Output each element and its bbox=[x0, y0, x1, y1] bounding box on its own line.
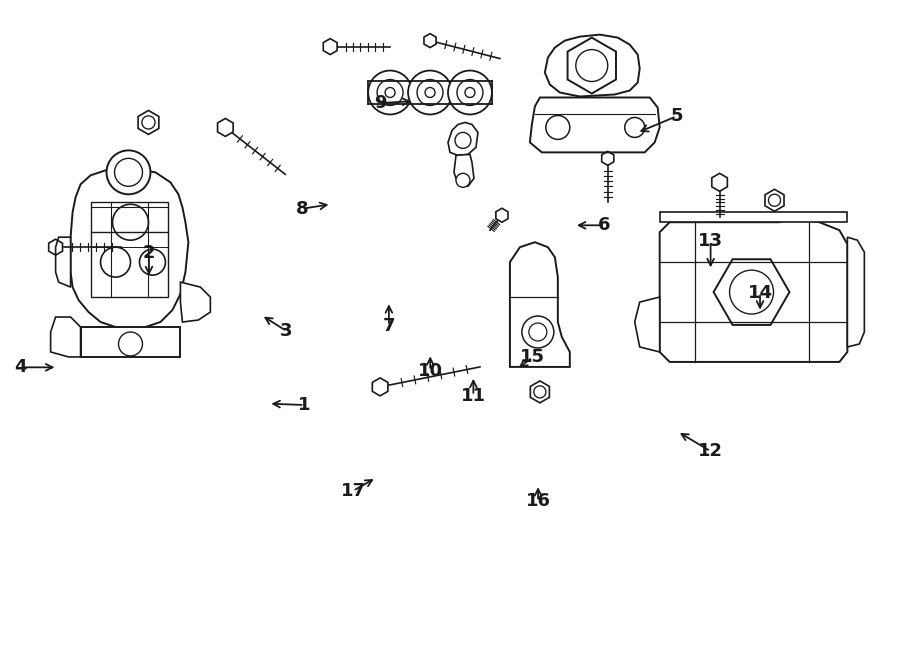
Circle shape bbox=[408, 71, 452, 115]
Polygon shape bbox=[544, 34, 640, 97]
Polygon shape bbox=[660, 217, 848, 362]
Polygon shape bbox=[568, 38, 616, 93]
Text: 8: 8 bbox=[295, 200, 308, 218]
Polygon shape bbox=[70, 168, 188, 329]
Circle shape bbox=[455, 132, 471, 148]
Circle shape bbox=[448, 71, 492, 115]
Text: 16: 16 bbox=[526, 493, 551, 510]
Text: 1: 1 bbox=[298, 396, 310, 414]
Polygon shape bbox=[454, 154, 474, 186]
Circle shape bbox=[140, 249, 166, 275]
Polygon shape bbox=[634, 297, 660, 352]
Text: 4: 4 bbox=[14, 358, 27, 376]
Circle shape bbox=[101, 247, 130, 277]
Text: 5: 5 bbox=[670, 107, 683, 125]
Text: 13: 13 bbox=[698, 232, 723, 250]
Text: 9: 9 bbox=[374, 94, 386, 112]
Text: 14: 14 bbox=[748, 284, 772, 302]
Polygon shape bbox=[660, 213, 848, 222]
Text: 17: 17 bbox=[340, 482, 365, 500]
Circle shape bbox=[625, 117, 644, 138]
Polygon shape bbox=[530, 97, 660, 152]
Circle shape bbox=[546, 115, 570, 140]
Text: 12: 12 bbox=[698, 442, 723, 460]
Circle shape bbox=[112, 205, 148, 240]
Polygon shape bbox=[81, 327, 180, 357]
Polygon shape bbox=[848, 237, 864, 347]
Polygon shape bbox=[448, 122, 478, 156]
Polygon shape bbox=[56, 237, 70, 287]
Circle shape bbox=[106, 150, 150, 194]
Text: 11: 11 bbox=[461, 387, 486, 404]
Circle shape bbox=[522, 316, 554, 348]
Polygon shape bbox=[180, 282, 211, 322]
Polygon shape bbox=[50, 317, 81, 357]
Text: 10: 10 bbox=[418, 361, 443, 379]
Text: 6: 6 bbox=[598, 216, 611, 234]
Circle shape bbox=[368, 71, 412, 115]
Polygon shape bbox=[510, 242, 570, 367]
Polygon shape bbox=[765, 189, 784, 211]
Text: 2: 2 bbox=[143, 244, 155, 262]
Text: 7: 7 bbox=[382, 316, 395, 335]
Circle shape bbox=[456, 173, 470, 187]
Polygon shape bbox=[138, 111, 158, 134]
Text: 15: 15 bbox=[520, 348, 545, 367]
Polygon shape bbox=[714, 260, 789, 325]
Text: 3: 3 bbox=[280, 322, 292, 340]
Circle shape bbox=[119, 332, 142, 356]
Polygon shape bbox=[530, 381, 549, 403]
